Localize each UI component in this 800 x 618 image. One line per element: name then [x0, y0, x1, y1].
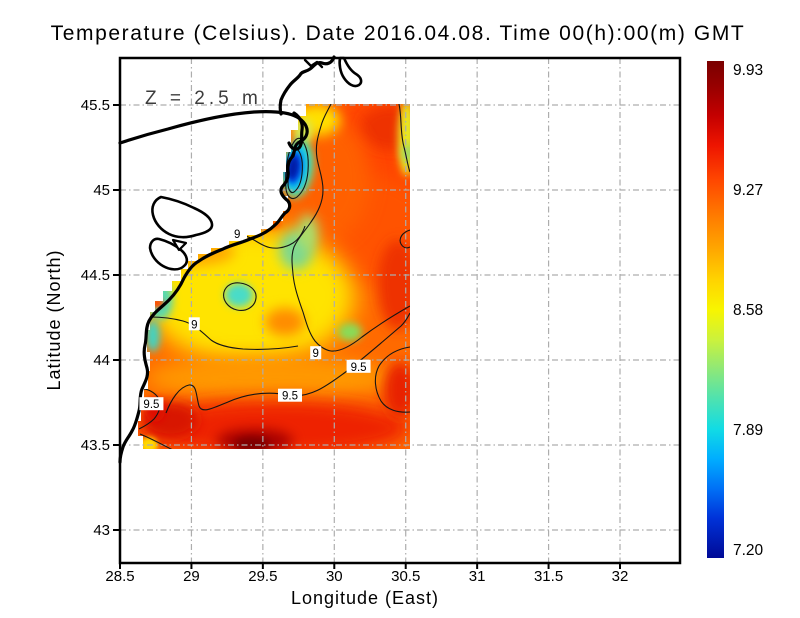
colorbar-label: 7.20 — [733, 542, 764, 559]
depth-annotation: Z = 2.5 m — [145, 88, 262, 109]
colorbar-label: 9.27 — [733, 182, 763, 199]
y-tick-label: 43 — [93, 522, 110, 539]
y-axis-label: Latitude (North) — [44, 249, 64, 390]
contour-label-box — [188, 317, 200, 331]
coastline-delta-lobe — [338, 56, 363, 88]
contour-northeast-strip — [398, 104, 410, 173]
plot-title: Temperature (Celsius). Date 2016.04.08. … — [51, 22, 746, 45]
colorbar-labels: 9.93 9.27 8.58 7.89 7.20 — [733, 62, 764, 559]
contour-label-box — [346, 359, 371, 373]
y-axis-ticks: 45.5 45 44.5 44 43.5 43 — [81, 97, 120, 539]
contour-label: 9 — [313, 348, 319, 360]
contour-label-box — [310, 346, 322, 360]
contour-label-box — [231, 227, 243, 241]
contour-label: 9.5 — [351, 362, 367, 374]
contour-label: 9.5 — [282, 391, 298, 403]
contour-9-south — [149, 316, 299, 350]
y-tick-label: 45.5 — [81, 97, 110, 114]
contour-labels: 9 9 9 9.5 9.5 9.5 — [139, 227, 371, 411]
colorbar-label: 9.93 — [733, 62, 763, 79]
plot-frame — [118, 56, 682, 565]
contour-9-main — [291, 104, 410, 352]
x-tick-label: 28.5 — [105, 568, 134, 585]
contour-east-loop — [399, 229, 410, 249]
x-tick-label: 29.5 — [248, 568, 277, 585]
contour-95-main — [165, 312, 410, 414]
grid — [120, 58, 680, 563]
y-tick-label: 43.5 — [81, 437, 110, 454]
colorbar-label: 8.58 — [733, 302, 763, 319]
y-tick-label: 44 — [93, 352, 110, 369]
coastline-danube-spit — [278, 55, 336, 116]
lagoon-north — [151, 195, 214, 239]
x-axis-ticks: 28.5 29 29.5 30 30.5 31 31.5 32 — [105, 563, 628, 585]
x-tick-label: 30.5 — [391, 568, 420, 585]
x-tick-label: 32 — [612, 568, 629, 585]
x-tick-label: 31 — [469, 568, 486, 585]
y-tick-label: 45 — [93, 182, 110, 199]
x-tick-label: 30 — [326, 568, 343, 585]
colorbar-gradient-bar — [707, 61, 724, 558]
contour-95-southeast — [374, 346, 410, 413]
colorbar: 9.93 9.27 8.58 7.89 7.20 — [707, 61, 764, 559]
contour-label-box — [139, 397, 164, 411]
x-tick-label: 29 — [183, 568, 200, 585]
coastline — [118, 55, 363, 464]
contour-label: 9.5 — [143, 399, 159, 411]
colorbar-label: 7.89 — [733, 422, 763, 439]
x-tick-label: 31.5 — [534, 568, 563, 585]
y-tick-label: 44.5 — [81, 267, 110, 284]
contour-label: 9 — [234, 229, 240, 241]
contour-corner — [139, 433, 174, 449]
coastline-delta-zigzag — [303, 58, 324, 69]
coastline-main-shore — [118, 110, 309, 464]
contour-ring-cyan-blob — [223, 282, 257, 311]
x-axis-label: Longitude (East) — [291, 588, 439, 608]
contour-label: 9 — [191, 319, 197, 331]
contour-label-box — [278, 388, 303, 402]
lagoon-islet — [171, 238, 188, 252]
coastline-mouth-hook — [287, 111, 304, 151]
